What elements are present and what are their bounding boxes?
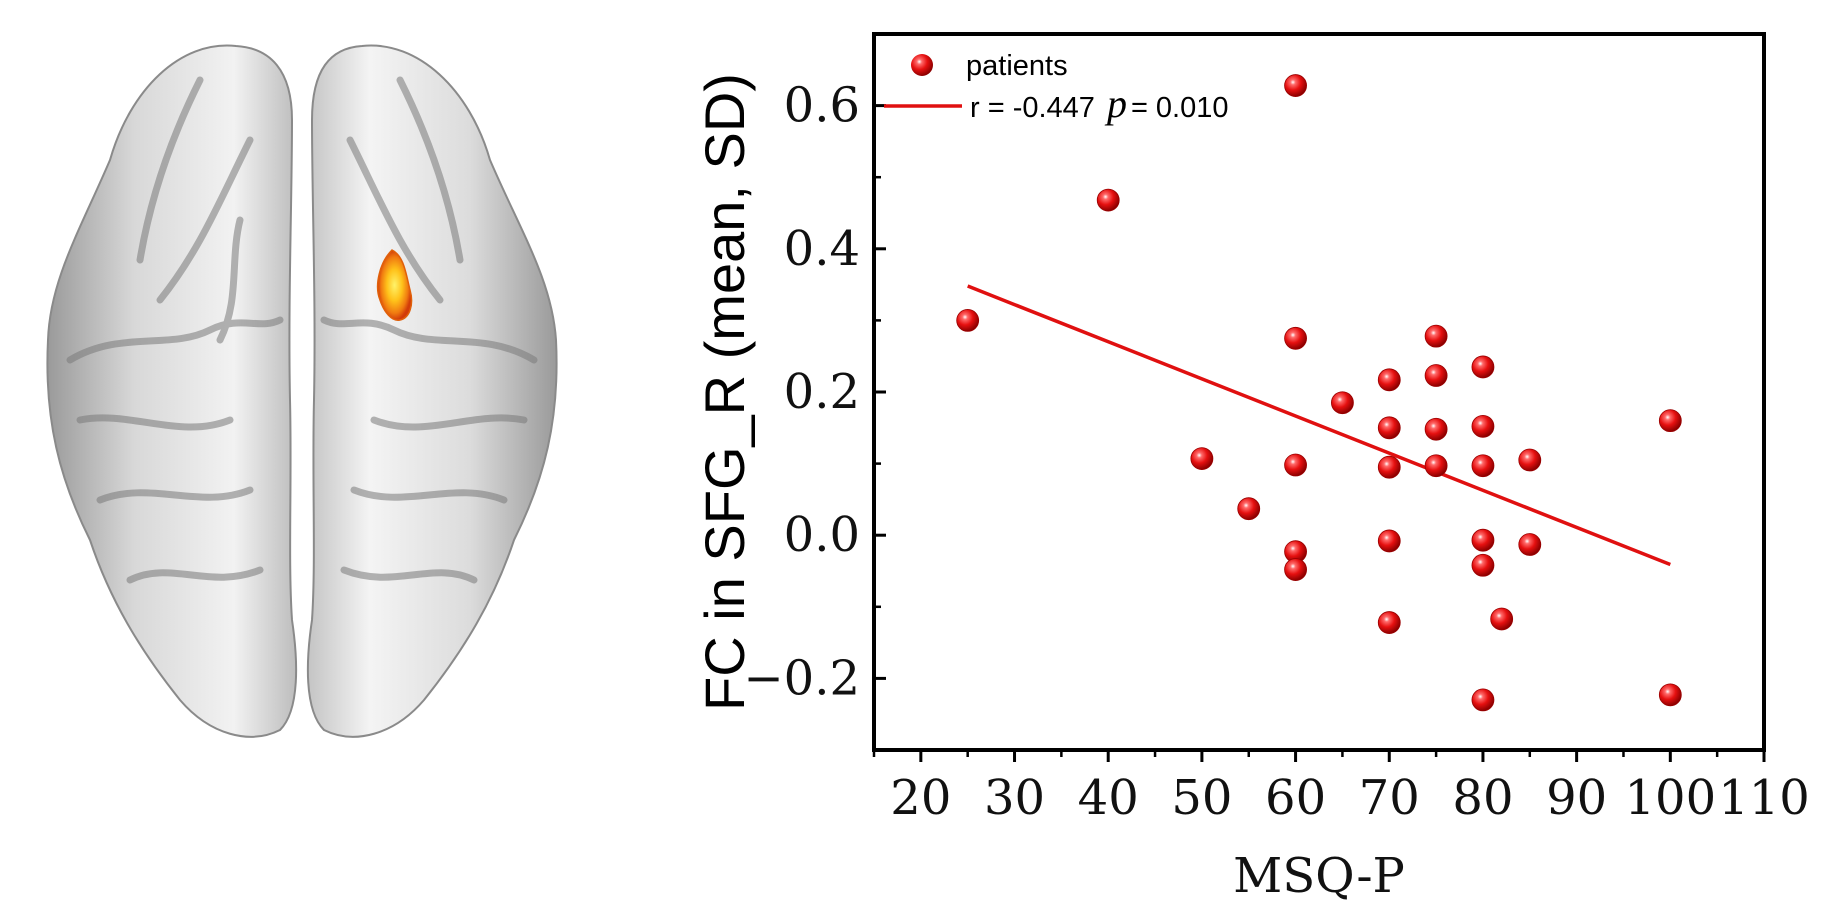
data-point [1377,368,1401,392]
data-point [1490,607,1514,631]
x-axis: 20 30 40 50 60 70 80 90 100 110 [872,750,1810,826]
x-tick-label: 100 [1625,770,1717,826]
data-point [1471,553,1495,577]
data-point [1658,683,1682,707]
data-point [1331,391,1354,415]
data-point [1424,364,1448,387]
data-points [956,74,1682,712]
sulci [66,76,538,584]
data-point [1658,409,1682,433]
data-point [1471,688,1495,712]
x-tick-label: 90 [1546,770,1607,826]
legend: patients r = -0.447 p = 0.010 [884,50,1229,126]
x-tick-label: 40 [1078,770,1139,826]
data-point [1377,416,1401,440]
x-tick-label: 30 [984,770,1045,826]
data-point [1471,454,1495,478]
data-point [1471,414,1495,438]
regression-line [967,284,1671,567]
plot-frame [872,32,1766,752]
data-point [1518,448,1542,472]
y-tick-label: 0.2 [784,364,860,420]
y-tick-label: −0.2 [743,650,860,706]
x-tick-label: 80 [1452,770,1513,826]
y-tick-label: 0.4 [784,221,860,277]
y-axis-title: FC in SFG_R (mean, SD) [693,73,756,711]
data-point [1096,188,1120,212]
x-tick-label: 20 [890,770,951,826]
data-point [1190,447,1214,470]
data-point [1424,324,1448,348]
data-point [1471,528,1495,552]
x-tick-label: 60 [1265,770,1326,826]
data-point [1424,454,1448,478]
x-tick-label: 110 [1718,770,1810,826]
data-point [1377,455,1401,479]
y-tick-label: 0.0 [784,507,860,563]
legend-stats: r = -0.447 p = 0.010 [970,81,1229,126]
data-point [1237,497,1261,521]
data-point [1284,326,1307,350]
data-point [1377,529,1401,553]
legend-marker-patients [911,54,933,76]
data-point [1284,558,1307,581]
data-point [1518,533,1542,556]
legend-label-patients: patients [966,50,1068,82]
legend-p-value: = 0.010 [1131,92,1229,124]
data-point [1377,611,1401,634]
data-point [1424,417,1448,441]
x-axis-title: MSQ-P [1233,848,1405,904]
left-hemisphere [46,44,298,738]
activation-cluster [376,249,413,321]
data-point [1284,453,1307,477]
y-tick-label: 0.6 [784,78,860,134]
brain-top-view [46,44,558,738]
scatter-chart: −0.20.00.20.40.6 20 30 40 50 60 70 80 90 100 110 … [693,32,1810,904]
x-tick-label: 70 [1359,770,1420,826]
y-axis: −0.2 0.0 0.2 0.4 0.6 [743,32,886,752]
legend-r-value: r = -0.447 [970,92,1095,124]
x-tick-label: 50 [1171,770,1232,826]
data-point [1471,355,1495,379]
data-point [1284,74,1307,97]
right-hemisphere [306,44,558,738]
legend-p-symbol: p [1104,81,1127,126]
data-point [956,308,980,332]
